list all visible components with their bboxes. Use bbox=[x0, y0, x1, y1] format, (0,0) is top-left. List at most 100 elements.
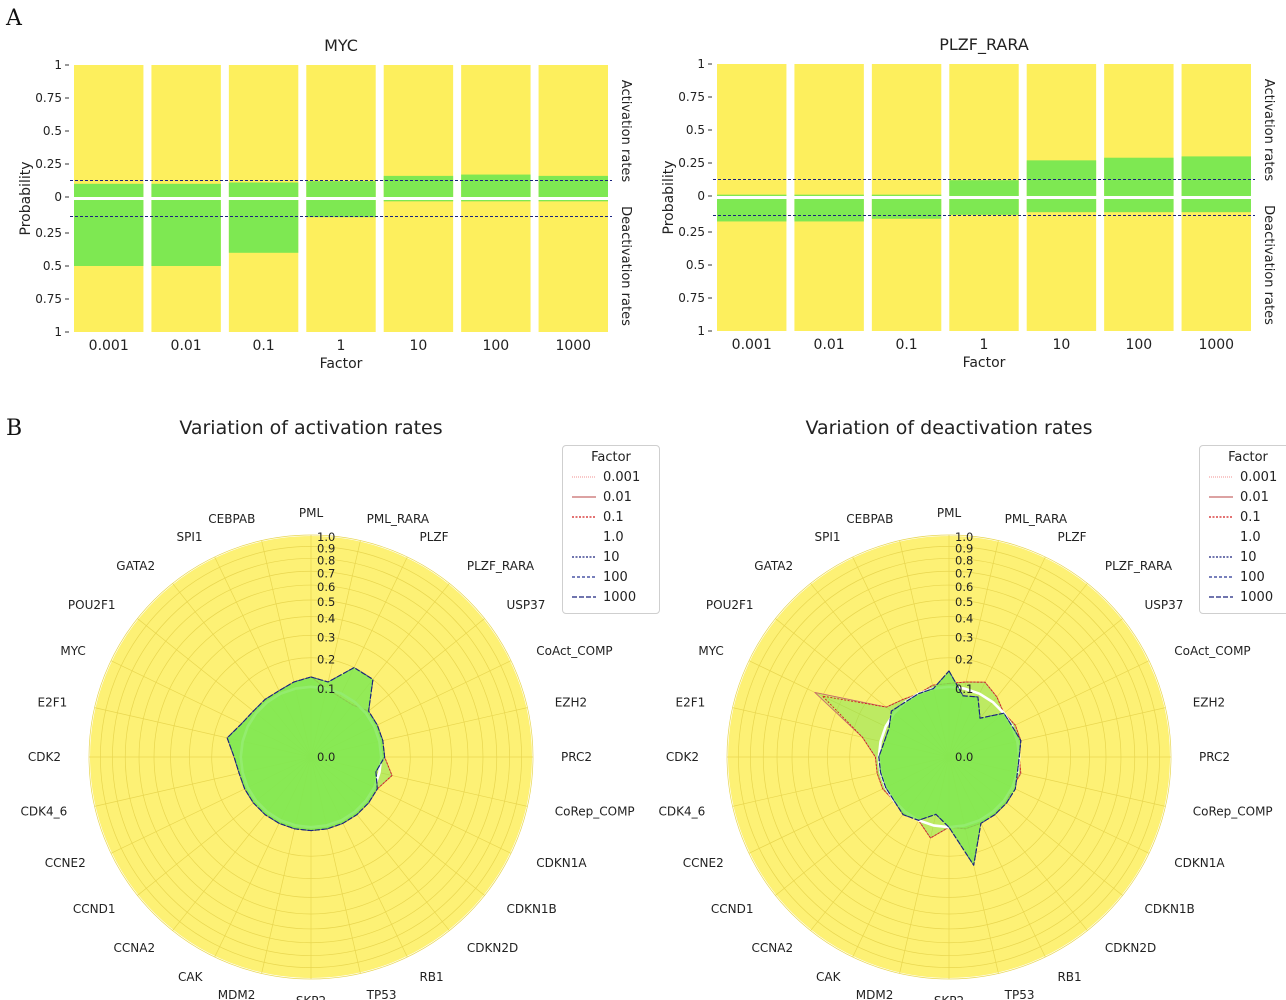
bar-activation bbox=[1026, 160, 1097, 196]
axis-label: CoAct_COMP bbox=[1174, 644, 1250, 658]
bar-background-deactivation bbox=[1181, 199, 1251, 331]
legend-label: 1.0 bbox=[1240, 529, 1261, 545]
y-tick-label: 0.25 bbox=[35, 226, 62, 240]
bar-activation bbox=[538, 175, 608, 197]
y-tick-label: 0 bbox=[54, 190, 62, 204]
axis-label: PRC2 bbox=[1199, 750, 1230, 764]
y-tick-label: 0.75 bbox=[678, 90, 705, 104]
legend-entry: 1.0 bbox=[571, 527, 651, 547]
bar-activation bbox=[151, 183, 221, 197]
radar-grid-spoke bbox=[852, 556, 950, 758]
axis-label: CDKN1B bbox=[506, 902, 556, 916]
radar-fill-factor-0.01 bbox=[227, 677, 392, 831]
radial-tick-label: 0.0 bbox=[955, 750, 973, 764]
radar-grid-spoke bbox=[261, 540, 312, 758]
radial-tick-label: 0.7 bbox=[955, 566, 973, 580]
bar-deactivation bbox=[538, 200, 608, 202]
radar-fill-factor-1000 bbox=[227, 667, 385, 831]
radial-tick-label: 1.0 bbox=[955, 530, 973, 544]
radial-tick-label: 0.4 bbox=[317, 612, 335, 626]
radar-fill-factor-0.001 bbox=[814, 682, 1021, 838]
y-tick-label: 0.75 bbox=[35, 292, 62, 306]
legend-swatch bbox=[572, 576, 596, 578]
axis-label: MDM2 bbox=[856, 988, 894, 1000]
axis-label: RB1 bbox=[1057, 970, 1081, 984]
chart-title: Variation of activation rates bbox=[179, 417, 442, 439]
axis-label: CDK2 bbox=[666, 750, 699, 764]
radar-grid-spoke bbox=[310, 756, 450, 931]
bar-background-activation bbox=[228, 65, 299, 197]
axis-label: CCNE2 bbox=[683, 856, 724, 870]
legend-swatch bbox=[1209, 556, 1233, 558]
legend-label: 0.001 bbox=[603, 469, 641, 485]
radar-grid-spoke bbox=[214, 756, 312, 958]
axis-label: CoAct_COMP bbox=[536, 644, 612, 658]
radar-grid-spoke bbox=[852, 756, 950, 958]
y-tick-label: 0 bbox=[697, 189, 705, 203]
axis-label: SKP2 bbox=[296, 994, 326, 1000]
radar-grid-spoke bbox=[899, 540, 950, 758]
radar-fill-factor-10 bbox=[227, 667, 385, 831]
right-label-activation: Activation rates bbox=[1261, 79, 1276, 182]
x-tick-label: 100 bbox=[1125, 337, 1152, 353]
bar-chart-myc: MYC Probability Factor Activation rates Deac… bbox=[18, 36, 633, 372]
x-tick-label: 1 bbox=[980, 337, 989, 353]
bar-activation bbox=[461, 174, 531, 197]
bar-deactivation bbox=[228, 200, 299, 253]
axis-label: CDK4_6 bbox=[21, 804, 68, 818]
y-tick-label: 0.25 bbox=[678, 156, 705, 170]
legend-label: 0.1 bbox=[1240, 509, 1261, 525]
chart-title: Variation of deactivation rates bbox=[805, 417, 1092, 439]
x-tick-label: 10 bbox=[1053, 337, 1071, 353]
bar-activation bbox=[871, 194, 942, 196]
axis-label: POU2F1 bbox=[706, 598, 754, 612]
bar-chart-plzf-rara: PLZF_RARA Probability Factor Activation rat… bbox=[661, 35, 1276, 371]
bar-background-activation bbox=[949, 64, 1019, 196]
legend-entry: 100 bbox=[1208, 567, 1286, 587]
radar-grid-spoke bbox=[310, 756, 512, 854]
radial-tick-label: 0.6 bbox=[955, 580, 973, 594]
radar-grid-spoke bbox=[948, 660, 1150, 758]
bar-background-activation bbox=[871, 64, 942, 196]
axis-label: CDKN1A bbox=[536, 856, 587, 870]
axis-label: SPI1 bbox=[176, 530, 202, 544]
radial-tick-label: 0.3 bbox=[317, 630, 335, 644]
radial-tick-label: 0.1 bbox=[955, 682, 973, 696]
legend-entry: 10 bbox=[571, 547, 651, 567]
radial-tick-label: 0.5 bbox=[317, 595, 335, 609]
radar-chart-activation: Variation of activation rates 0.0 0.1 0.2 0.… bbox=[21, 417, 635, 1000]
x-tick-label: 0.01 bbox=[814, 337, 845, 353]
bar-background-deactivation bbox=[461, 200, 531, 332]
axis-label: PLZF bbox=[1057, 530, 1086, 544]
radial-tick-label: 0.3 bbox=[955, 630, 973, 644]
radar-fill-factor-0.1 bbox=[227, 677, 392, 831]
axis-label: CCNA2 bbox=[752, 941, 794, 955]
axis-label: CCND1 bbox=[73, 902, 116, 916]
radial-tick-label: 0.2 bbox=[317, 653, 335, 667]
radar-grid-spoke bbox=[732, 756, 950, 807]
radar-grid-spoke bbox=[948, 707, 1166, 758]
radial-tick-label: 0.8 bbox=[955, 553, 973, 567]
axis-label: E2F1 bbox=[676, 696, 706, 710]
axis-label: MDM2 bbox=[218, 988, 256, 1000]
axis-label: RB1 bbox=[419, 970, 443, 984]
radial-tick-label: 0.9 bbox=[317, 541, 335, 555]
radar-grid-spoke bbox=[948, 756, 1150, 854]
legend-swatch bbox=[572, 496, 596, 498]
y-tick-label: 0.75 bbox=[678, 291, 705, 305]
axis-label: PML_RARA bbox=[367, 512, 430, 526]
radial-tick-label: 1.0 bbox=[317, 530, 335, 544]
legend-swatch bbox=[1209, 596, 1233, 598]
x-tick-label: 0.001 bbox=[89, 338, 129, 354]
radial-tick-label: 0.1 bbox=[317, 682, 335, 696]
axis-label: PML bbox=[299, 506, 324, 520]
axis-label: CEBPAB bbox=[208, 512, 255, 526]
radar-fill-factor-0.1 bbox=[822, 682, 1021, 838]
axis-label: MYC bbox=[698, 644, 723, 658]
bar-background-deactivation bbox=[306, 200, 376, 332]
y-tick-label: 1 bbox=[697, 57, 705, 71]
radar-grid-spoke bbox=[748, 660, 950, 758]
radar-grid-spoke bbox=[310, 660, 512, 758]
legend-title: Factor bbox=[591, 450, 631, 465]
legend-entry: 0.001 bbox=[571, 467, 651, 487]
